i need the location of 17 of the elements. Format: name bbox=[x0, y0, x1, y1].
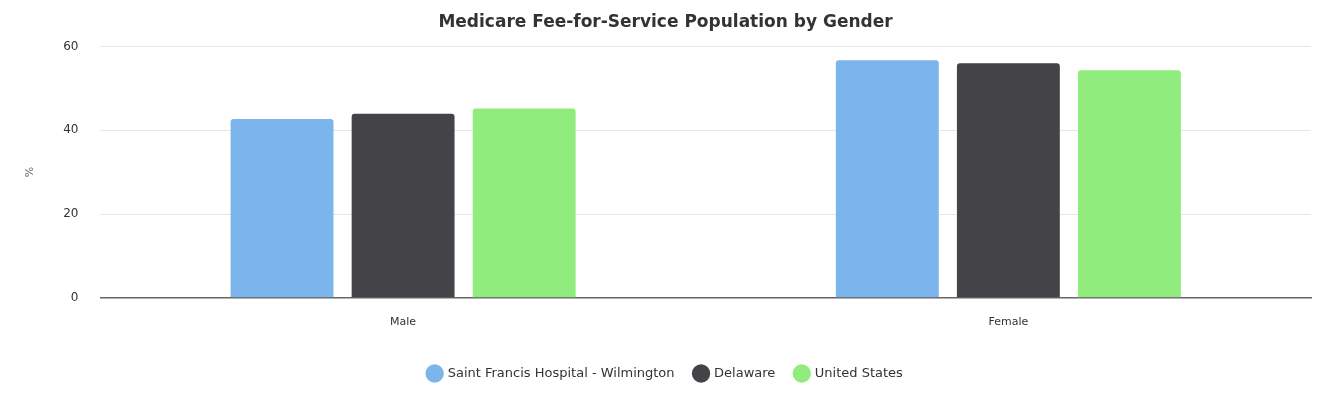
legend-label: Saint Francis Hospital - Wilmington bbox=[447, 364, 675, 380]
y-tick-label: 0 bbox=[70, 289, 79, 304]
bar bbox=[835, 60, 939, 298]
y-axis-title: % bbox=[23, 166, 37, 178]
bar bbox=[956, 63, 1060, 298]
y-tick-label: 60 bbox=[63, 38, 79, 53]
chart-title: Medicare Fee-for-Service Population by Gender bbox=[438, 10, 894, 31]
x-tick-label: Female bbox=[988, 315, 1029, 329]
legend-label: United States bbox=[814, 364, 904, 380]
x-tick-label: Male bbox=[390, 315, 417, 329]
bar bbox=[351, 113, 455, 298]
legend-label: Delaware bbox=[714, 364, 776, 380]
y-tick-label: 40 bbox=[63, 122, 79, 137]
bar bbox=[230, 118, 334, 298]
bar bbox=[1077, 70, 1181, 298]
y-tick-label: 20 bbox=[63, 206, 79, 221]
bar bbox=[472, 108, 576, 298]
